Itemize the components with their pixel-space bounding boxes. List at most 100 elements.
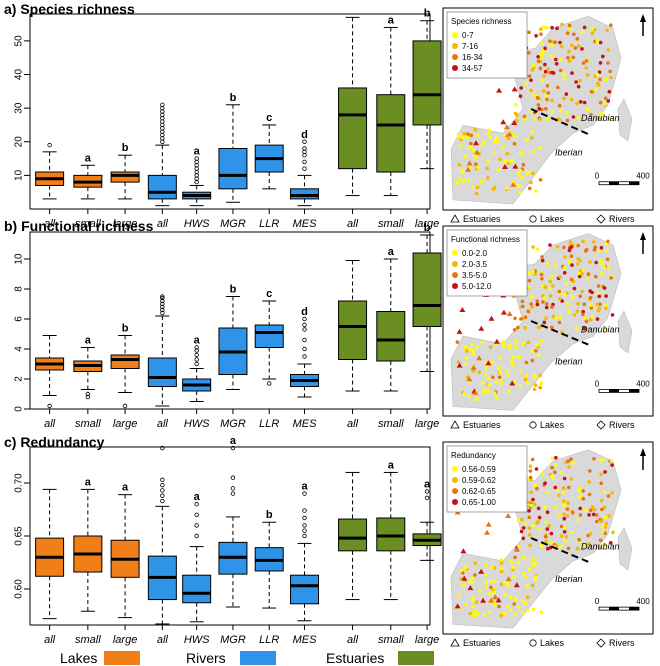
map-site-point [602, 505, 607, 510]
map-site-point [583, 316, 587, 320]
map-site-point [503, 159, 508, 163]
map-site-point [568, 246, 572, 250]
map-site-point [588, 508, 593, 513]
outlier-point [47, 403, 52, 409]
map-site-point [532, 376, 537, 381]
map-site-point [567, 49, 571, 54]
map-site-point [470, 342, 475, 347]
map-site-point [603, 542, 608, 547]
map-site-point [554, 463, 558, 467]
plot-frame-2 [29, 231, 431, 410]
map-site-point [589, 113, 593, 117]
map-site-point [530, 457, 535, 462]
map-estuary-point [456, 328, 463, 334]
panel-a-title: a) Species richness [4, 1, 135, 17]
map-site-point [550, 456, 555, 461]
map-site-point [592, 240, 596, 244]
map-site-point [609, 75, 613, 80]
box-all [338, 87, 368, 170]
map-site-point [464, 349, 469, 353]
map-site-point [550, 465, 554, 470]
map-site-point [487, 610, 492, 615]
map-site-point [497, 604, 501, 609]
map-site-point [568, 27, 572, 31]
outlier-point [302, 515, 307, 521]
symbol-label-lakes: Lakes [540, 214, 565, 224]
map-estuary-point [484, 529, 490, 535]
scale-label-zero: 0 [595, 597, 600, 606]
map-site-point [527, 51, 531, 55]
map-site-point [550, 284, 555, 288]
map-site-point [462, 179, 466, 184]
map-estuary-point [502, 164, 508, 169]
symbol-rivers-icon [596, 214, 606, 224]
map-site-point [557, 289, 562, 294]
map-site-point [470, 576, 475, 580]
map-site-point [497, 365, 501, 370]
map-site-point [584, 59, 589, 63]
map-estuary-point [473, 149, 480, 155]
map-site-point [539, 32, 543, 36]
map-site-point [492, 391, 497, 395]
map-site-point [550, 98, 554, 103]
map-site-point [487, 592, 492, 596]
scale-label-zero: 0 [595, 172, 600, 181]
outlier-point [302, 528, 307, 533]
map-site-point [538, 373, 542, 378]
map-site-point [554, 62, 559, 66]
map-site-point [602, 102, 606, 106]
map-site-point [487, 383, 491, 387]
outlier-point [424, 489, 430, 494]
map-site-point [512, 602, 516, 606]
scale-label-max: 400 [636, 379, 650, 388]
map-estuary-point [495, 597, 502, 603]
legend-label-rivers: Rivers [186, 650, 226, 666]
y-tick-label: 6 [14, 316, 25, 322]
map-estuary-point [466, 160, 473, 166]
map-legend-swatch [452, 283, 458, 289]
map-site-point [481, 140, 486, 144]
map-site-point [527, 278, 532, 283]
map-site-point [525, 138, 529, 143]
map-site-point [539, 383, 543, 388]
map-site-point [557, 103, 562, 108]
x-tick-label: MES [293, 634, 318, 646]
outlier-point [302, 322, 307, 328]
map-site-point [515, 119, 519, 123]
map-site-point [586, 533, 590, 538]
map-site-point [602, 265, 607, 269]
x-tick-label: MGR [220, 418, 246, 430]
map-site-point [533, 272, 538, 276]
map-site-point [486, 159, 491, 163]
map-site-point [598, 40, 603, 45]
map-estuary-point [509, 380, 516, 386]
significance-letter: d [301, 129, 308, 141]
map-site-point [579, 100, 583, 104]
map-site-point [471, 148, 476, 152]
map-site-point [534, 575, 539, 579]
map-estuary-point [485, 360, 492, 366]
map-site-point [537, 515, 542, 520]
map-site-point [483, 372, 488, 377]
map-site-point [542, 74, 546, 78]
significance-letter: a [388, 459, 395, 471]
map-site-point [503, 592, 507, 597]
map-site-point [541, 89, 546, 93]
map-site-point [471, 351, 476, 356]
map-site-point [577, 274, 582, 279]
map-site-point [607, 89, 612, 94]
map-label-iberian: Iberian [555, 357, 583, 367]
map-site-point [548, 286, 552, 291]
map-estuary-point [488, 315, 495, 321]
map-site-point [471, 604, 476, 609]
outlier-point [302, 146, 307, 151]
map-site-point [595, 519, 599, 524]
symbol-label-estuaries: Estuaries [463, 638, 501, 648]
map-estuary-point [500, 119, 507, 125]
map-site-point [563, 255, 567, 259]
outlier-point [230, 486, 236, 491]
map-site-point [550, 110, 555, 114]
scale-label-max: 400 [636, 172, 650, 181]
significance-letter: c [266, 288, 272, 300]
map-site-point [553, 40, 557, 44]
